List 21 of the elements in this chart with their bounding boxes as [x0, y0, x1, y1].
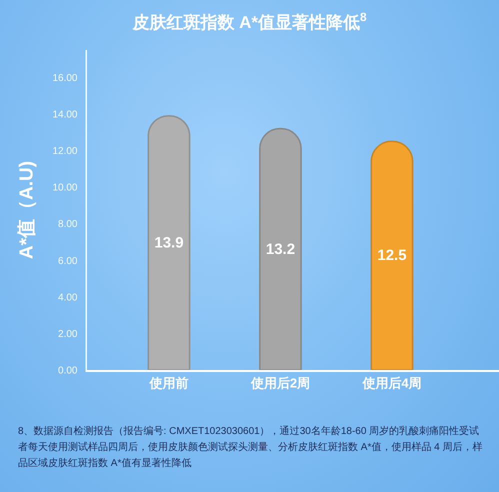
bar — [259, 128, 302, 370]
bar — [148, 115, 190, 370]
x-tick-label: 使用后4周 — [361, 376, 422, 391]
data-label: 13.2 — [266, 240, 296, 258]
x-tick-label: 使用前 — [148, 376, 188, 391]
y-tick-label: 4.00 — [58, 292, 78, 304]
y-tick-label: 2.00 — [58, 328, 78, 340]
y-axis-title: A*值（A.U) — [16, 160, 38, 260]
bar — [370, 140, 414, 370]
text: 8、数据源自检测报告（报告编号: CMXET1023030601），通过30名年龄18-60 周岁的乳酸刺痛阳性受试者每天使用测试样品四周后，使用皮肤颜色测试探头测量、分析皮肤红斑指数 A*值，使用样品 4 周后，样品区域皮肤红斑指数 A*值有显著性降低 — [18, 424, 484, 471]
y-tick-label: 12.00 — [52, 146, 78, 158]
x-tick-label: 使用后2周 — [250, 376, 310, 391]
y-tick-label: 10.00 — [52, 182, 78, 194]
y-tick-label: 16.00 — [52, 72, 78, 84]
y-tick-label: 14.00 — [52, 110, 78, 120]
y-tick-label: 0.00 — [58, 366, 78, 376]
data-label: 13.9 — [154, 234, 184, 252]
y-tick-label: 6.00 — [58, 256, 78, 267]
data-label: 12.5 — [377, 247, 407, 264]
y-tick-label: 8.00 — [58, 219, 78, 230]
chart-title: 皮肤红斑指数 A*值显著性降低$^{8}$ — [131, 10, 367, 32]
